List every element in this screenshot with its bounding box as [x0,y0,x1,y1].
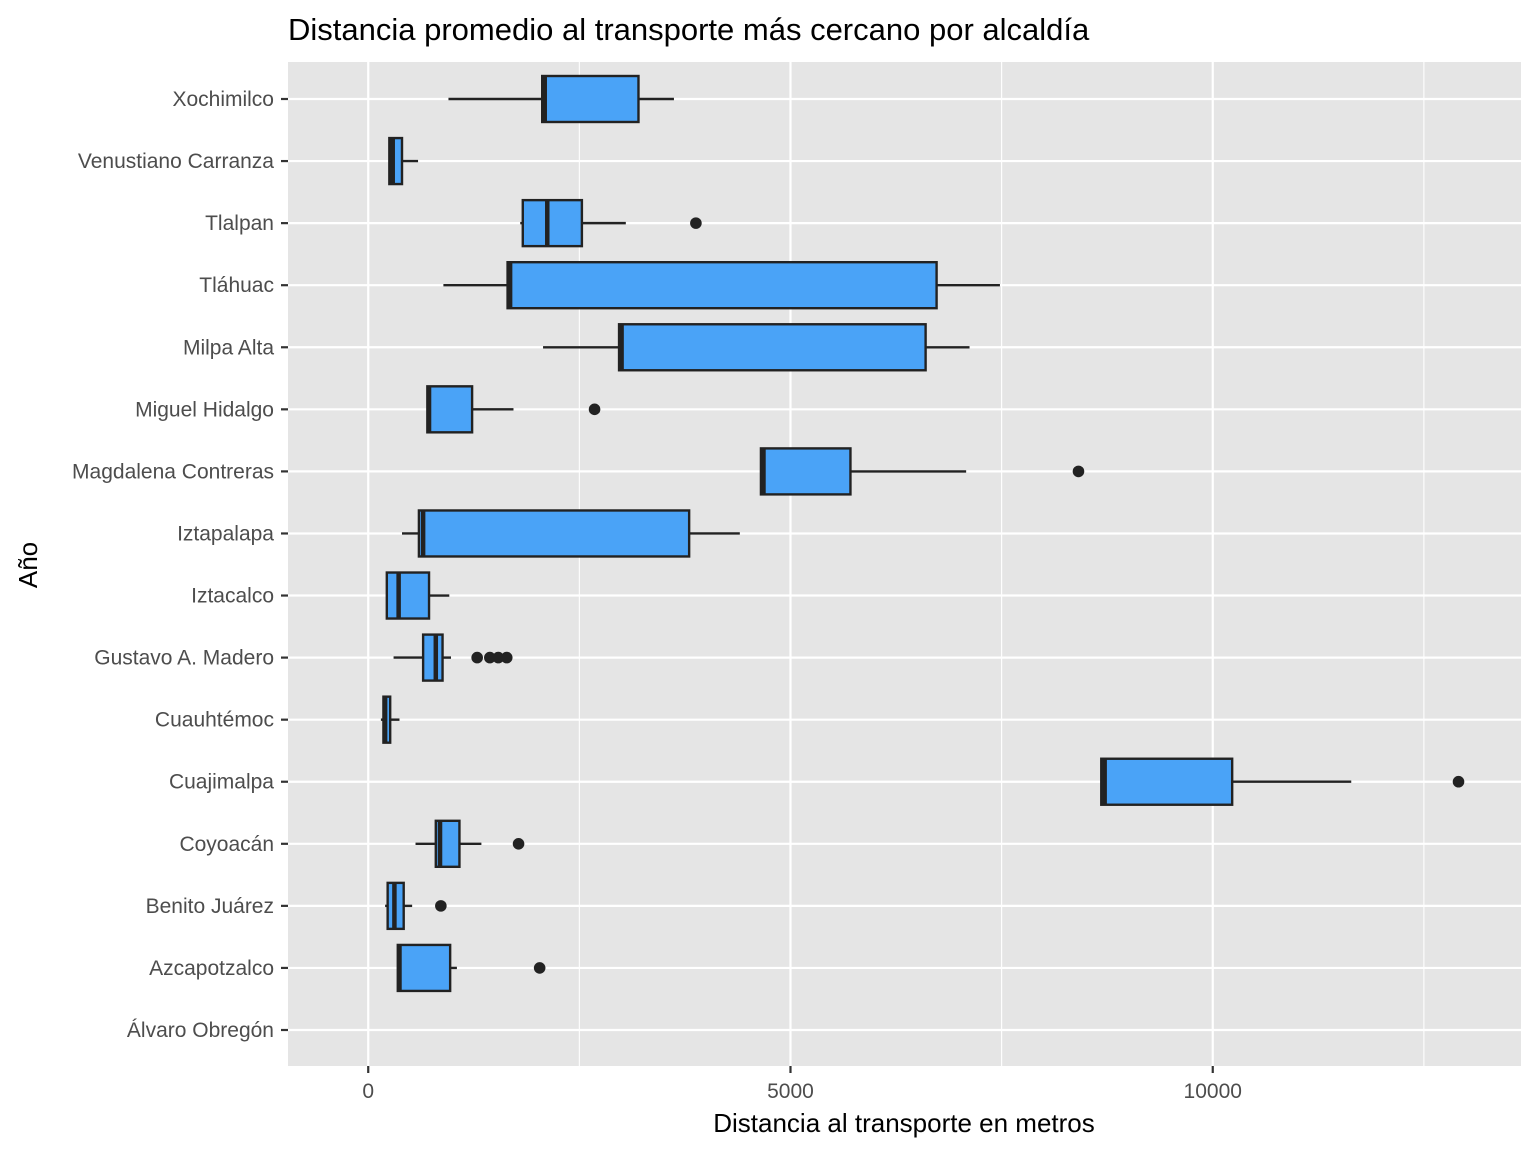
y-axis: Álvaro Obregón Azcapotzalco Benito Juárez C… [72,88,288,1042]
box-venustiano-carranza [388,136,419,186]
outlier-point [690,217,702,229]
x-axis: 0 5000 10000 [362,1066,1242,1103]
iqr-box [506,261,938,310]
y-tick-label: Gustavo A. Madero [94,647,274,670]
iqr-box [617,323,927,372]
outlier-point [1452,775,1465,788]
box-tlahuac [443,261,1000,310]
outlier-point [512,838,525,850]
box-layer [380,74,1465,993]
box-gustavo-a-madero [393,633,513,682]
outlier-point [492,651,505,664]
outlier-point [471,651,483,664]
box-cuajimalpa [1100,757,1465,806]
x-tick-label: 5000 [767,1080,814,1103]
box-magdalena-contreras [759,447,1085,496]
iqr-box [521,198,584,248]
iqr-box [417,509,691,558]
box-benito-juarez [385,881,447,931]
box-azcapotzalco [396,943,546,993]
y-tick-label: Tláhuac [199,274,274,297]
outlier-point [588,403,601,416]
box-coyoacan [415,819,525,868]
iqr-box [426,385,474,434]
y-tick-label: Miguel Hidalgo [135,398,274,421]
y-tick-label: Magdalena Contreras [72,460,274,483]
y-tick-label: Benito Juárez [146,895,274,918]
outlier-point [1072,465,1085,478]
x-tick-label: 10000 [1184,1080,1242,1103]
outlier-point [500,651,513,664]
iqr-box [541,74,640,124]
chart-title: Distancia promedio al transporte más cer… [288,12,1090,47]
box-cuauhtemoc [380,695,400,744]
y-axis-title: Año [13,542,43,588]
plot-panel [288,62,1521,1066]
box-iztacalco [385,571,450,620]
box-xochimilco [448,74,674,124]
y-tick-label: Iztapalapa [177,522,274,545]
box-milpa-alta [543,323,970,372]
y-tick-label: Venustiano Carranza [78,150,274,173]
iqr-box [385,571,431,620]
x-axis-title: Distancia al transporte en metros [713,1108,1095,1138]
iqr-box [759,447,852,496]
y-tick-label: Iztacalco [191,585,274,608]
y-tick-label: Coyoacán [179,833,274,856]
y-tick-label: Cuajimalpa [169,771,274,794]
iqr-box [396,943,452,993]
y-tick-label: Xochimilco [172,88,274,111]
box-miguel-hidalgo [426,385,601,434]
outlier-point [533,962,546,974]
box-tlalpan [520,198,702,248]
y-tick-label: Tlalpan [205,212,274,235]
iqr-box [421,633,444,682]
y-tick-label: Cuauhtémoc [155,709,274,732]
outlier-point [435,900,447,912]
box-iztapalapa [402,509,740,558]
iqr-box [1100,757,1234,806]
outlier-point [484,651,496,664]
y-tick-label: Milpa Alta [183,336,274,359]
x-tick-label: 0 [362,1080,374,1103]
y-tick-label: Álvaro Obregón [127,1019,274,1042]
y-tick-label: Azcapotzalco [149,957,274,980]
